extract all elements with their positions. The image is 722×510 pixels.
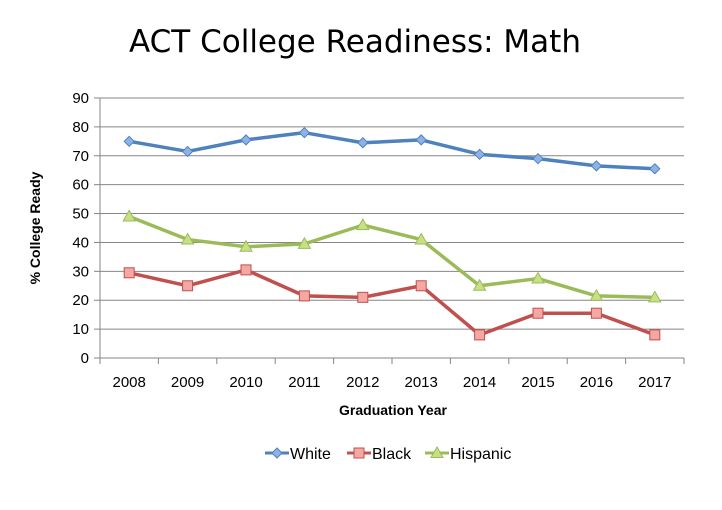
x-tick-label: 2017 [638,374,671,391]
data-point-black [298,290,310,302]
legend: White Black Hispanic [265,445,511,463]
data-point-white [357,137,369,149]
legend-label-white: White [290,446,331,463]
y-axis-ticks: 0 10 20 30 40 50 60 70 80 90 [72,90,89,367]
data-point-white [181,145,194,158]
legend-label-black: Black [372,446,412,463]
y-tick-label: 50 [72,206,89,223]
data-point-white [298,126,311,139]
data-point-hispanic [472,278,487,291]
data-point-white [532,152,544,165]
x-tick-label: 2008 [113,374,146,391]
x-tick-label: 2009 [171,374,204,391]
x-tick-label: 2015 [521,374,554,391]
data-point-hispanic [122,209,137,222]
data-point-black [182,280,194,292]
legend-item-hispanic: Hispanic [425,445,511,463]
y-tick-label: 0 [81,350,89,367]
series-line-hispanic [128,214,655,300]
y-tick-label: 90 [72,90,89,107]
data-point-black [415,280,427,292]
legend-item-black: Black [347,446,412,463]
data-point-hispanic [180,232,195,245]
legend-marker-hispanic [430,445,444,458]
series-hispanic [122,209,662,303]
series-white [123,126,661,175]
data-point-white [240,134,252,146]
data-point-black [532,307,544,319]
legend-marker-black [353,447,365,459]
y-axis-title: % College Ready [27,171,43,284]
data-point-black [240,264,252,276]
data-point-white [473,148,486,161]
y-tick-label: 80 [72,119,89,136]
data-point-black [649,329,661,341]
data-point-black [123,267,135,279]
legend-marker-white [271,447,283,459]
data-point-white [415,134,427,146]
data-point-black [357,291,369,303]
x-tick-label: 2013 [405,374,438,391]
x-axis-title: Graduation Year [339,402,447,418]
x-tick-label: 2012 [346,374,379,391]
series-group [122,126,662,341]
y-tick-label: 60 [72,177,89,194]
data-point-hispanic [414,232,429,245]
series-line-black [128,268,656,337]
data-point-black [474,329,486,341]
chart-title: ACT College Readiness: Math [129,24,581,60]
data-point-hispanic [589,288,604,301]
x-tick-label: 2010 [229,374,262,391]
series-black [123,264,661,341]
series-line-white [128,130,655,171]
legend-item-white: White [265,446,331,463]
y-tick-label: 70 [72,148,89,165]
y-tick-label: 30 [72,263,89,280]
x-axis-ticks: 2008 2009 2010 2011 2012 2013 2014 2015 2016 2017 [99,358,685,391]
data-point-hispanic [297,236,312,249]
data-point-black [590,307,602,319]
data-point-white [590,160,603,172]
y-tick-label: 20 [72,292,89,309]
y-tick-label: 40 [72,234,89,251]
data-point-white [123,135,135,148]
data-point-hispanic [531,271,545,284]
data-point-hispanic [355,218,370,231]
data-point-hispanic [239,239,253,252]
data-point-hispanic [647,290,662,303]
legend-label-hispanic: Hispanic [450,446,511,463]
y-tick-label: 10 [72,321,89,338]
x-tick-label: 2014 [463,374,496,391]
data-point-white [649,163,661,175]
gridlines [94,97,684,359]
x-tick-label: 2016 [580,374,613,391]
x-tick-label: 2011 [288,374,320,391]
